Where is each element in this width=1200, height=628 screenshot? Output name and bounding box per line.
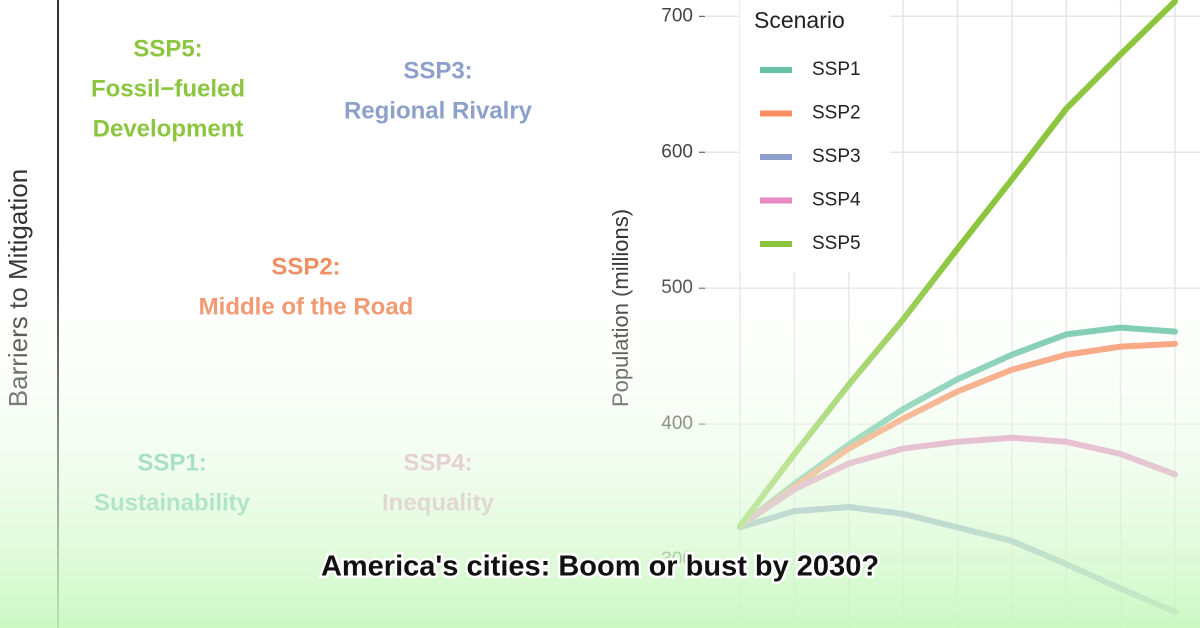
caption: America's cities: Boom or bust by 2030? — [321, 551, 879, 583]
